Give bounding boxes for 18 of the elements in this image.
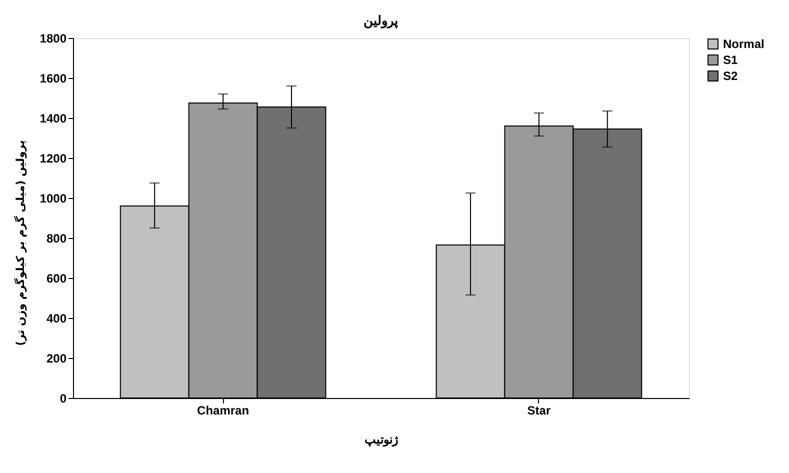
x-axis-title: ژنوتیپ	[364, 432, 398, 448]
y-tick-label: 600	[46, 272, 67, 286]
y-axis-title: پرولین (میلی گرم بر کیلوگرم وزن تر)	[14, 140, 27, 346]
y-tick-label: 1400	[40, 112, 67, 126]
x-tick-label: Chamran	[197, 404, 250, 418]
legend-label: S1	[723, 53, 738, 67]
y-tick-label: 0	[60, 392, 67, 406]
y-tick-label: 400	[46, 312, 67, 326]
y-tick-label: 800	[46, 232, 67, 246]
y-tick-label: 1800	[40, 32, 67, 46]
y-tick-label: 200	[46, 352, 67, 366]
x-tick-label: Star	[527, 404, 551, 418]
chart-title: پرولین	[364, 13, 398, 29]
y-tick-label: 1600	[40, 72, 67, 86]
legend-label: Normal	[723, 37, 764, 51]
y-tick-label: 1200	[40, 152, 67, 166]
legend-label: S2	[723, 69, 738, 83]
y-tick-label: 1000	[40, 192, 67, 206]
